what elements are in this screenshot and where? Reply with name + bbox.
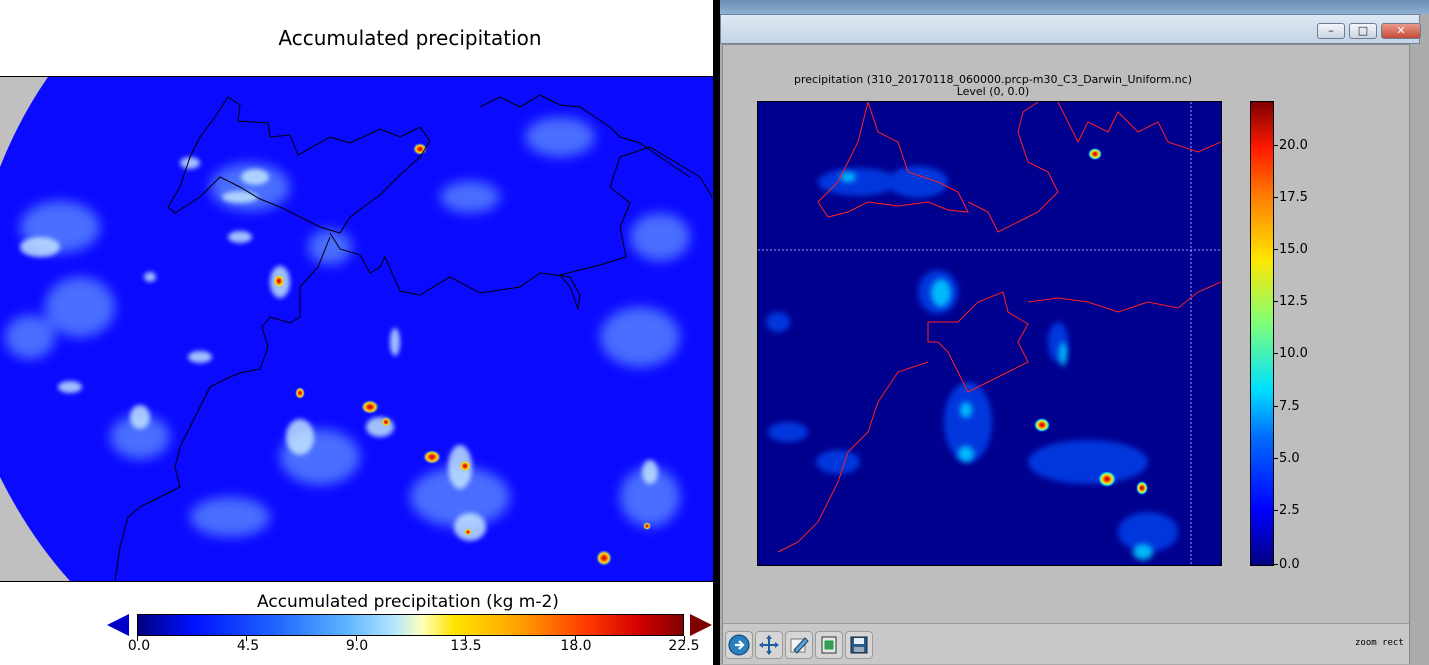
colorbar-tick-label: 0.0: [127, 638, 151, 654]
edit-icon: [790, 637, 809, 654]
colorbar-tick-mark: [684, 636, 685, 641]
save-icon: [850, 636, 868, 654]
colorbar-tick-mark: [465, 636, 466, 641]
colorbar-tick-mark: [1274, 249, 1278, 250]
colorbar-tick-mark: [1274, 145, 1278, 146]
colorbar-tick-label: 4.5: [236, 638, 260, 654]
colorbar-tick-label: 12.5: [1279, 294, 1308, 309]
window-frame-top: [720, 0, 1429, 14]
colorbar-tick-mark: [1274, 510, 1278, 511]
colorbar-tick-label: 10.0: [1279, 346, 1308, 361]
precipitation-map-right[interactable]: [757, 101, 1222, 566]
colorbar-tick-mark: [575, 636, 576, 641]
colorbar-tick-label: 17.5: [1279, 190, 1308, 205]
pan-icon: [759, 635, 779, 655]
colorbar-tick-label: 0.0: [1279, 557, 1300, 572]
plot-window: – □ ✕ precipitation (310_20170118_060000…: [720, 0, 1429, 665]
colorbar-tick-mark: [1274, 564, 1278, 565]
print-button[interactable]: [815, 631, 843, 659]
colorbar-tick-label: 22.5: [668, 638, 700, 654]
minimize-button[interactable]: –: [1317, 23, 1345, 39]
colorbar-tick-label: 5.0: [1279, 451, 1300, 466]
plot-title: precipitation (310_20170118_060000.prcp-…: [723, 74, 1263, 98]
colorbar-tick-mark: [1274, 353, 1278, 354]
save-button[interactable]: [845, 631, 873, 659]
colorbar-tick-mark: [1274, 406, 1278, 407]
plot-title-line: precipitation (310_20170118_060000.prcp-…: [793, 73, 1192, 86]
print-icon: [821, 636, 837, 654]
home-button[interactable]: [725, 631, 753, 659]
toolbar-status-text: zoom rect: [1355, 638, 1404, 648]
colorbar-tick-mark: [1274, 197, 1278, 198]
panel-divider: [713, 0, 720, 665]
colorbar-tick-label: 2.5: [1279, 503, 1300, 518]
colorbar-tick-label: 20.0: [1279, 138, 1308, 153]
left-figure-title: Accumulated precipitation: [278, 26, 542, 50]
colorbar-tick-label: 9.0: [345, 638, 369, 654]
colorbar-max-extend-arrow: [690, 614, 712, 636]
colorbar-tick-label: 7.5: [1279, 399, 1300, 414]
colorbar-tick-label: 18.0: [560, 638, 592, 654]
colorbar-right: [1250, 101, 1274, 566]
colorbar-label: Accumulated precipitation (kg m-2): [257, 592, 559, 612]
colorbar-left: [137, 614, 684, 636]
left-figure: Accumulated precipitation: [0, 0, 713, 665]
colorbar-tick-mark: [1274, 301, 1278, 302]
figure-canvas: precipitation (310_20170118_060000.prcp-…: [722, 44, 1410, 664]
colorbar-tick-label: 15.0: [1279, 242, 1308, 257]
pan-button[interactable]: [755, 631, 783, 659]
colorbar-tick-mark: [1274, 458, 1278, 459]
home-icon: [728, 634, 750, 656]
plot-level-line: Level (0, 0.0): [956, 85, 1030, 98]
configure-subplots-button[interactable]: [785, 631, 813, 659]
precipitation-map-left: [0, 76, 713, 582]
navigation-toolbar: zoom rect: [723, 623, 1409, 664]
window-titlebar[interactable]: – □ ✕: [720, 14, 1421, 44]
colorbar-tick-mark: [356, 636, 357, 641]
colorbar-tick-mark: [137, 636, 138, 641]
colorbar-min-extend-arrow: [107, 614, 129, 636]
colorbar-tick-mark: [246, 636, 247, 641]
maximize-button[interactable]: □: [1349, 23, 1377, 39]
colorbar-tick-label: 13.5: [450, 638, 482, 654]
close-button[interactable]: ✕: [1381, 23, 1421, 39]
